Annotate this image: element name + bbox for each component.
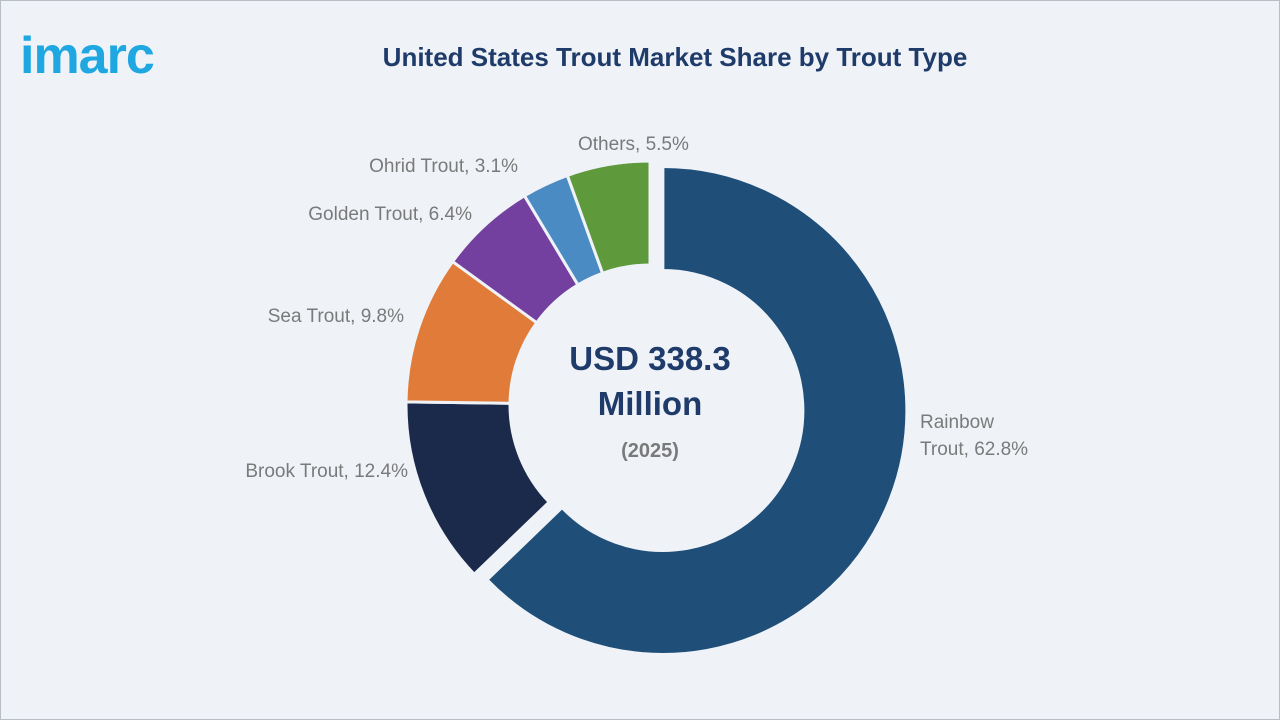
slice-others (565, 159, 652, 276)
slice-label-ohrid-trout: Ohrid Trout, 3.1% (369, 156, 518, 177)
chart-title: United States Trout Market Share by Trou… (382, 42, 968, 72)
slice-label-others: Others, 5.5% (578, 134, 689, 155)
slice-rainbow-trout (485, 164, 909, 656)
slice-label-sea-trout: Sea Trout, 9.8% (268, 306, 404, 327)
center-total-value: USD 338.3 (569, 340, 730, 377)
donut-slices (404, 159, 909, 656)
slice-label-rainbow-trout: Rainbow Trout, 62.8% (920, 412, 1028, 460)
center-total-unit: Million (598, 385, 702, 422)
slice-label-golden-trout: Golden Trout, 6.4% (308, 204, 472, 225)
center-year: (2025) (621, 440, 679, 462)
slice-label-brook-trout: Brook Trout, 12.4% (245, 461, 408, 482)
slice-labels: Rainbow Trout, 62.8% Brook Trout, 12.4% Sea… (245, 134, 1028, 482)
imarc-logo: imarc (20, 27, 155, 85)
